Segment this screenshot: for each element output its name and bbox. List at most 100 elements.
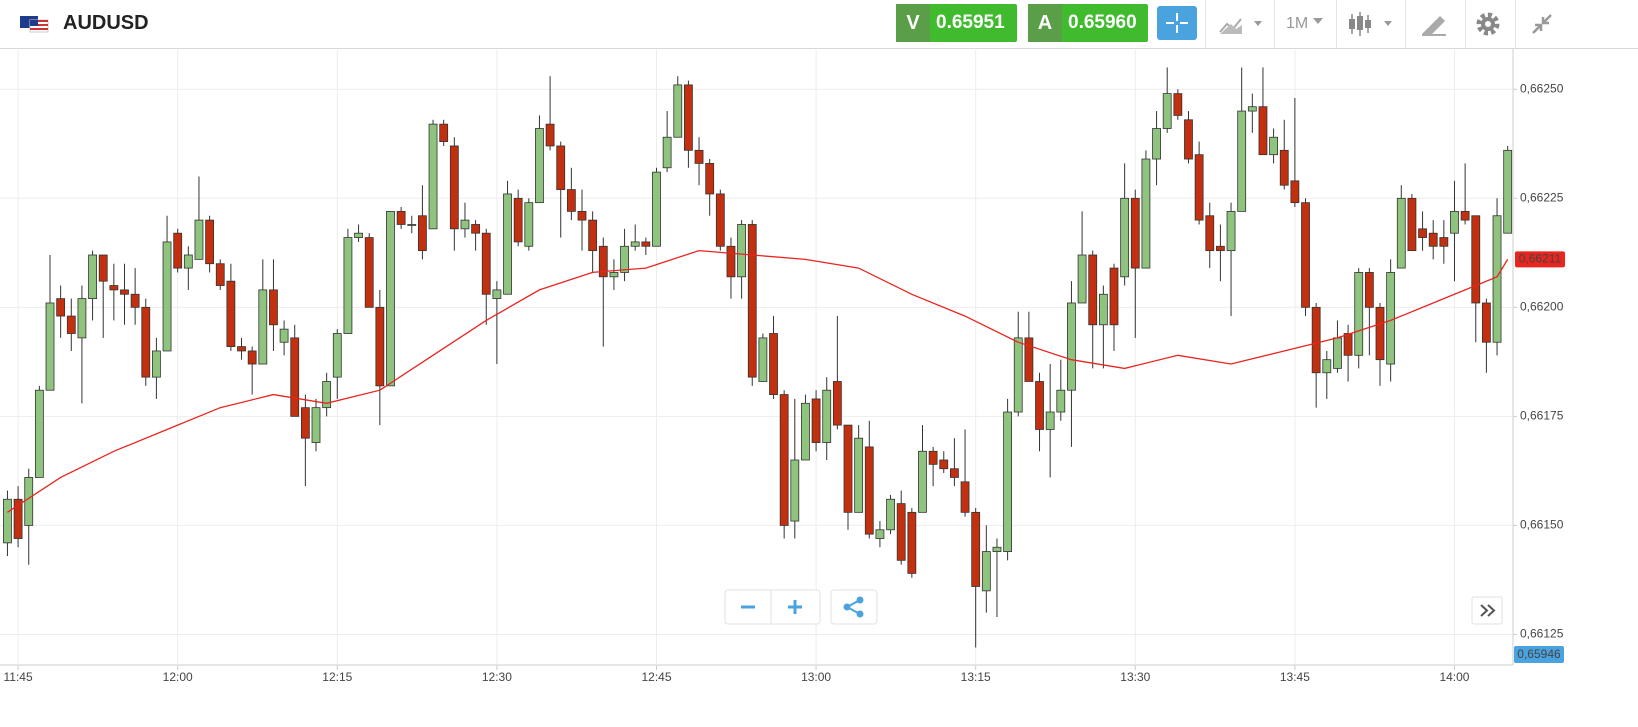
candle-body [34,389,44,478]
candle-body [13,498,23,539]
candle-body [130,293,140,308]
candle-body [1290,180,1300,204]
candle-body [322,381,332,409]
candle-body [726,245,736,278]
ma-label-box [1515,251,1565,268]
candle-body [694,149,704,164]
candle-body [875,529,885,539]
candle-body [737,224,747,278]
zoom-in-button[interactable] [788,600,802,614]
plot [3,67,1513,648]
share-box [830,589,878,625]
candle-button[interactable] [1348,11,1396,37]
separator [1405,0,1406,48]
chart: 0,66125 0,66150 0,66175 0,66200 0,66225 0,662… [0,49,1565,684]
candle-body [811,398,821,443]
caret [1313,18,1323,24]
candle-body [428,123,438,230]
y-tick-label: 0,66250 [1520,81,1564,95]
candle-body [354,232,363,238]
candle-body [1503,149,1513,234]
candle-body [1471,215,1481,304]
candle-body [779,394,789,526]
candle-body [524,202,534,247]
buy-price: 0.65960 [1068,12,1137,33]
candle-body [1322,359,1332,374]
price-label-box [1514,646,1564,663]
candle-body [1354,272,1364,356]
candle-body [45,302,55,391]
draw-button[interactable] [1420,12,1448,36]
candle-body [471,224,481,234]
candle-body [950,468,959,478]
moving-average-line [7,249,1509,513]
separator [1274,0,1275,48]
y-tick-label: 0,66150 [1520,518,1564,532]
candle-body [705,163,715,195]
sell-button[interactable]: V 0.65951 [896,4,1017,42]
candle-body [747,224,757,378]
candle-body [162,241,172,352]
candle-body [641,241,651,247]
candle-body [1226,210,1236,252]
candle-body [1460,210,1470,221]
y-tick-label: 0,66175 [1520,409,1564,423]
candle-body [503,193,512,295]
zoom-controls [724,589,1503,625]
candle-body [237,346,246,352]
candle-body [566,189,576,212]
candle-body [449,145,459,230]
x-tick-label: 13:00 [801,670,831,684]
candle-body [992,546,1002,552]
candle-body [88,254,97,300]
buy-label: A [1028,4,1062,42]
candle-body [492,289,502,300]
candle-body [758,337,768,382]
candle-body [1088,254,1098,326]
candle-body [418,215,427,252]
candle-body [24,477,34,526]
candle-body [1194,154,1204,221]
candle-body [1056,389,1066,413]
x-tick-label: 13:15 [961,670,991,684]
separator [1336,0,1337,48]
candle-body [620,245,629,273]
candle-body [1407,197,1417,252]
x-tick-label: 13:45 [1280,670,1310,684]
toolbar: AUDUSD V 0.65951 A 0.65960 1M [0,0,1638,49]
candle-body [918,450,927,513]
candle-body [1247,106,1257,112]
candle-body [396,210,406,225]
axis-labels: 0,66125 0,66150 0,66175 0,66200 0,66225 0,662… [4,81,1565,684]
buy-button[interactable]: A 0.65960 [1028,4,1148,42]
candle-body [1109,267,1119,326]
candle-body [673,84,683,138]
candle-body [66,315,76,334]
candle-body [822,389,832,443]
settings-button[interactable] [1475,11,1501,37]
candle-body [386,210,395,387]
candle-body [939,459,949,470]
share-button[interactable] [843,596,864,618]
candle-body [56,298,66,317]
crosshair-button[interactable] [1157,6,1197,40]
candle-body [1428,232,1438,247]
candle-body [630,241,640,247]
chart-type-button[interactable] [1218,12,1266,36]
candle-body [269,289,278,326]
candle-body [226,280,236,347]
collapse-button[interactable] [1530,12,1554,36]
scroll-end-button[interactable] [1480,604,1496,617]
candle-body [1396,197,1406,269]
timeframe[interactable]: 1M [1286,15,1309,32]
candle-body [205,219,215,265]
candle-body [1450,210,1459,234]
candle-body [1045,411,1055,430]
candle-body [120,289,129,295]
candle-body [832,381,842,426]
candle-body [971,511,981,587]
candle-body [1013,337,1023,413]
price-label: 0,65946 [1517,647,1561,661]
candle-body [1067,302,1076,391]
